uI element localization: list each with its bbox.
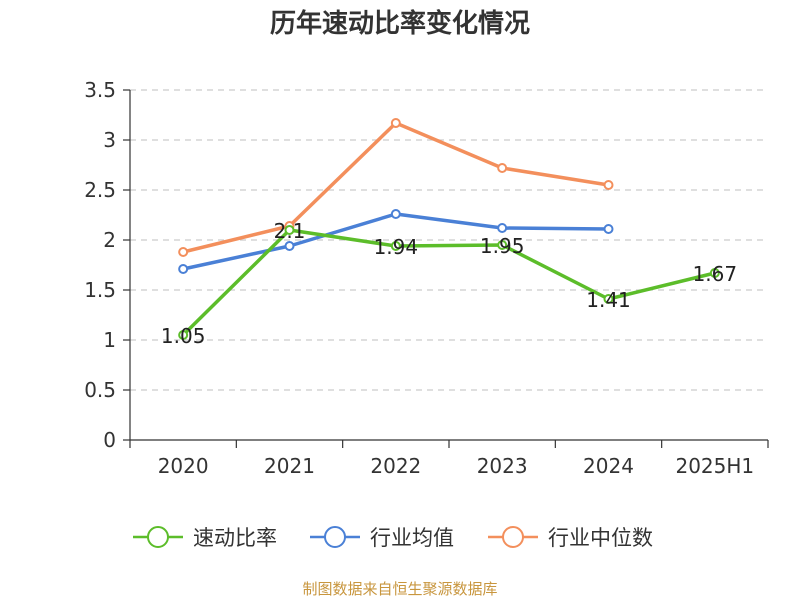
- y-tick-label: 0: [103, 428, 116, 452]
- series-line-2: [181, 121, 611, 254]
- legend-item-1: 行业均值: [310, 526, 454, 550]
- grid-lines: [130, 89, 768, 391]
- y-tick-label: 1: [103, 328, 116, 352]
- axes: 0 0.5 1 1.5 2 2.5 3 3.5 2020 2021 2022 2023 2024 2025…: [84, 78, 769, 478]
- data-point: [709, 268, 720, 278]
- data-point: [178, 330, 189, 340]
- x-tick-label: 2022: [370, 454, 421, 478]
- y-tick-label: 0.5: [84, 378, 116, 402]
- data-point: [497, 240, 508, 250]
- y-tick-label: 3: [103, 128, 116, 152]
- data-label: 1.41: [586, 288, 631, 312]
- y-tick-label: 1.5: [84, 278, 116, 302]
- data-label: 1.94: [374, 235, 419, 259]
- data-point: [284, 225, 295, 235]
- data-point: [178, 247, 189, 257]
- data-point: [284, 241, 295, 251]
- chart-title: 历年速动比率变化情况: [270, 8, 530, 39]
- data-label: 1.67: [693, 262, 738, 286]
- legend-label: 行业中位数: [548, 526, 653, 550]
- data-label: 1.95: [480, 234, 525, 258]
- legend-item-0: 速动比率: [133, 526, 277, 550]
- y-tick-label: 2.5: [84, 178, 116, 202]
- data-point: [497, 163, 508, 173]
- x-tick-label: 2024: [583, 454, 634, 478]
- legend-label: 行业均值: [370, 526, 454, 550]
- y-tick-label: 2: [103, 228, 116, 252]
- series-line-0: [181, 228, 717, 337]
- legend-item-2: 行业中位数: [488, 526, 653, 550]
- data-label: 1.05: [161, 324, 206, 348]
- legend-marker: [502, 526, 524, 548]
- data-point: [390, 209, 401, 219]
- legend: 速动比率 行业均值 行业中位数: [133, 526, 653, 550]
- data-point: [603, 224, 614, 234]
- legend-marker: [147, 526, 169, 548]
- data-point: [390, 241, 401, 251]
- data-label: 2.1: [274, 219, 306, 243]
- data-points: [178, 118, 720, 340]
- legend-marker: [324, 526, 346, 548]
- x-tick-label: 2025H1: [675, 454, 754, 478]
- x-tick-label: 2021: [264, 454, 315, 478]
- y-tick-label: 3.5: [84, 78, 116, 102]
- data-labels: 1.05 2.1 1.94 1.95 1.41 1.67: [161, 219, 737, 348]
- data-point: [603, 180, 614, 190]
- x-tick-label: 2020: [158, 454, 209, 478]
- data-point: [603, 294, 614, 304]
- x-tick-label: 2023: [477, 454, 528, 478]
- series-lines: [181, 121, 717, 337]
- legend-label: 速动比率: [193, 526, 277, 550]
- source-note: 制图数据来自恒生聚源数据库: [302, 580, 497, 598]
- data-point: [178, 264, 189, 274]
- data-point: [390, 118, 401, 128]
- data-point: [497, 223, 508, 233]
